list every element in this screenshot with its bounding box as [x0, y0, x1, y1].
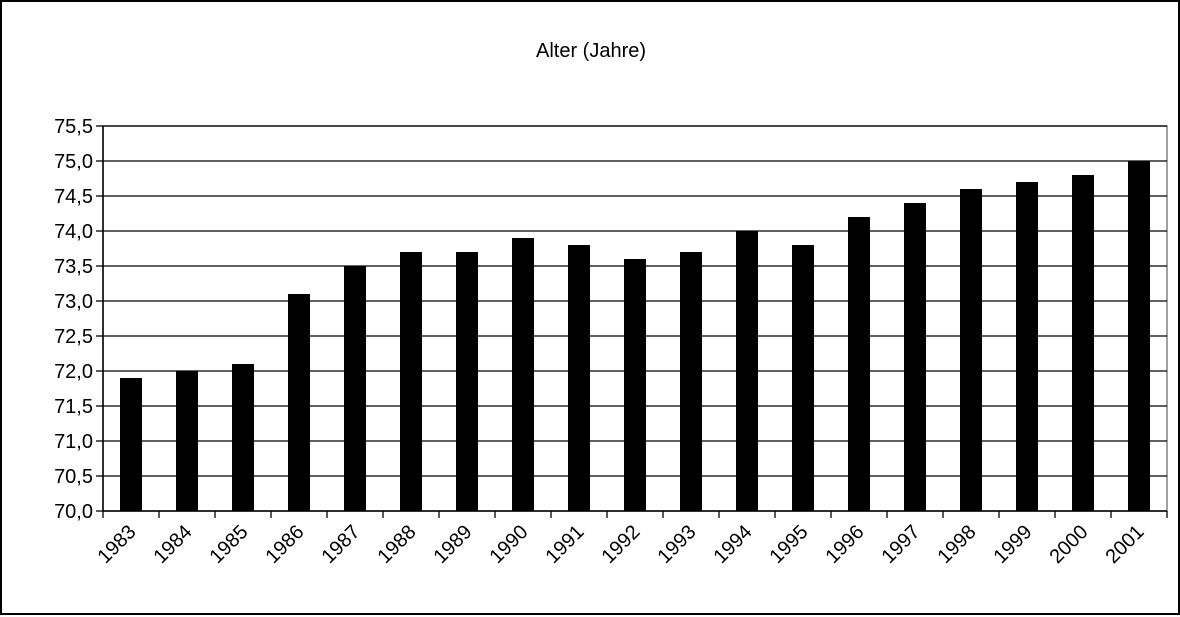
chart-title: Alter (Jahre)	[536, 40, 646, 62]
bar-1988	[400, 252, 422, 511]
x-tick-label: 1996	[822, 521, 869, 568]
x-tick-label: 1988	[374, 521, 421, 568]
x-tick-label: 1986	[262, 521, 309, 568]
y-tick-label: 73,5	[54, 256, 93, 278]
x-tick-label: 1983	[94, 521, 141, 568]
bar-1992	[624, 259, 646, 511]
x-tick-label: 2000	[1046, 521, 1093, 568]
bar-1984	[176, 371, 198, 511]
bar-1989	[456, 252, 478, 511]
bar-1985	[232, 364, 254, 511]
y-tick-label: 75,5	[54, 116, 93, 138]
y-tick-label: 71,0	[54, 431, 93, 453]
y-tick-label: 74,5	[54, 186, 93, 208]
x-tick-label: 2001	[1102, 521, 1149, 568]
x-tick-label: 1994	[710, 521, 757, 568]
x-tick-label: 1998	[934, 521, 981, 568]
y-tick-label: 75,0	[54, 151, 93, 173]
bar-1987	[344, 266, 366, 511]
x-tick-label: 1989	[430, 521, 477, 568]
x-tick-labels: 1983 1984 1985 1986 1987 1988 1989 1990 1991 1992…	[94, 521, 1149, 568]
y-tick-label: 70,5	[54, 466, 93, 488]
bar-1997	[904, 203, 926, 511]
y-tick-label: 70,0	[54, 501, 93, 523]
x-tick-label: 1992	[598, 521, 645, 568]
bar-1995	[792, 245, 814, 511]
axes	[96, 125, 1168, 518]
bar-1999	[1016, 182, 1038, 511]
x-tick-label: 1985	[206, 521, 253, 568]
y-tick-label: 73,0	[54, 291, 93, 313]
y-tick-label: 74,0	[54, 221, 93, 243]
bar-1990	[512, 238, 534, 511]
bar-2001	[1128, 161, 1150, 511]
x-tick-label: 1999	[990, 521, 1037, 568]
bar-1993	[680, 252, 702, 511]
y-tick-label: 72,5	[54, 326, 93, 348]
x-tick-label: 1997	[878, 521, 925, 568]
bar-1996	[848, 217, 870, 511]
bars	[120, 161, 1150, 511]
x-tick-label: 1990	[486, 521, 533, 568]
y-tick-labels: 70,0 70,5 71,0 71,5 72,0 72,5 73,0 73,5 74,0 74,5…	[54, 116, 93, 523]
bar-1986	[288, 294, 310, 511]
bar-1991	[568, 245, 590, 511]
y-tick-label: 71,5	[54, 396, 93, 418]
bar-1983	[120, 378, 142, 511]
x-tick-label: 1987	[318, 521, 365, 568]
bar-1994	[736, 231, 758, 511]
bar-2000	[1072, 175, 1094, 511]
bar-1998	[960, 189, 982, 511]
x-tick-label: 1984	[150, 521, 197, 568]
x-tick-label: 1991	[542, 521, 589, 568]
x-tick-label: 1993	[654, 521, 701, 568]
y-tick-label: 72,0	[54, 361, 93, 383]
x-tick-label: 1995	[766, 521, 813, 568]
